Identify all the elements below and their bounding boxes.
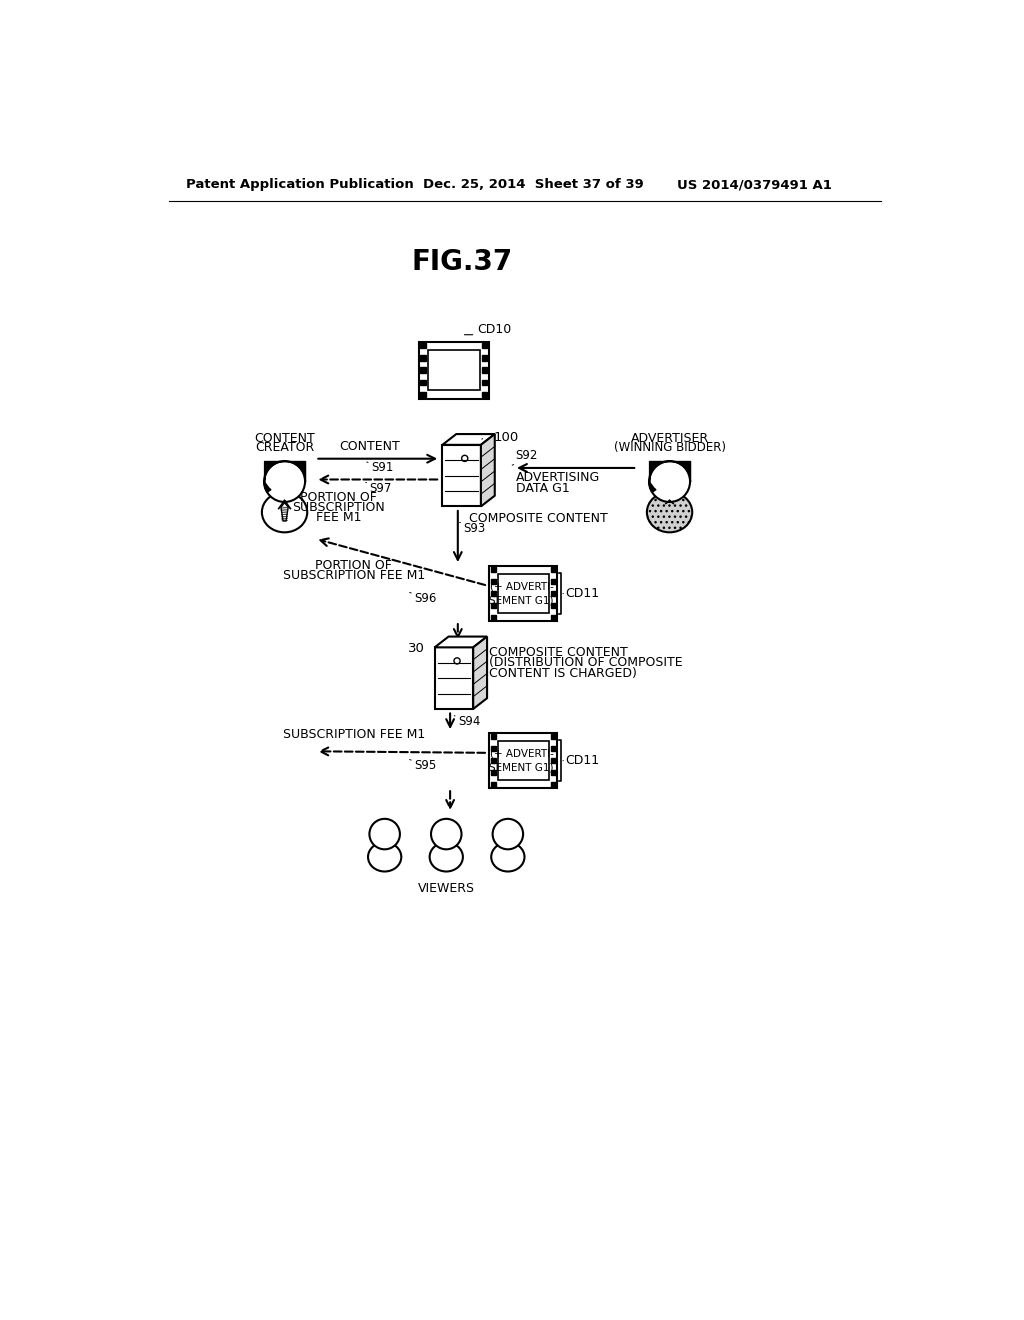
Polygon shape	[264, 482, 270, 492]
Bar	[421, 367, 426, 372]
Bar	[489, 733, 557, 788]
Bar	[490, 578, 496, 585]
Bar	[551, 734, 556, 739]
Bar	[490, 566, 496, 573]
Polygon shape	[442, 434, 495, 445]
Bar	[490, 591, 496, 597]
Text: ADVERTISING: ADVERTISING	[515, 471, 600, 484]
Text: DATA G1: DATA G1	[515, 482, 569, 495]
Bar	[490, 615, 496, 620]
Text: S96: S96	[414, 591, 436, 605]
Polygon shape	[481, 434, 495, 507]
Bar	[551, 746, 556, 751]
Text: (DISTRIBUTION OF COMPOSITE: (DISTRIBUTION OF COMPOSITE	[488, 656, 682, 669]
Text: 100: 100	[494, 430, 519, 444]
Text: PORTION OF: PORTION OF	[300, 491, 377, 504]
Bar	[442, 445, 481, 507]
Text: CONTENT IS CHARGED): CONTENT IS CHARGED)	[488, 667, 637, 680]
Bar	[551, 603, 556, 609]
Polygon shape	[649, 482, 655, 492]
Bar	[490, 734, 496, 739]
Text: CREATOR: CREATOR	[255, 441, 314, 454]
Text: CD10: CD10	[477, 323, 511, 337]
Text: CONTENT: CONTENT	[339, 440, 399, 453]
Bar	[490, 603, 496, 609]
Ellipse shape	[430, 842, 463, 871]
Bar	[489, 566, 557, 622]
Text: CONTENT: CONTENT	[254, 432, 315, 445]
Text: COMPOSITE CONTENT: COMPOSITE CONTENT	[488, 645, 628, 659]
Text: S92: S92	[515, 449, 538, 462]
Bar	[421, 343, 426, 348]
Bar	[482, 380, 487, 385]
Text: Dec. 25, 2014  Sheet 37 of 39: Dec. 25, 2014 Sheet 37 of 39	[423, 178, 644, 191]
Bar	[490, 746, 496, 751]
Bar	[421, 355, 426, 360]
Circle shape	[493, 818, 523, 849]
Text: VIEWERS: VIEWERS	[418, 882, 475, 895]
Circle shape	[370, 818, 400, 849]
Text: FEE M1: FEE M1	[315, 511, 361, 524]
Text: CD11: CD11	[565, 754, 599, 767]
Ellipse shape	[262, 492, 307, 532]
Polygon shape	[435, 636, 487, 647]
Text: S95: S95	[414, 759, 436, 772]
Text: FIG.37: FIG.37	[411, 248, 512, 276]
Ellipse shape	[492, 842, 524, 871]
Bar	[421, 380, 426, 385]
Bar	[482, 392, 487, 397]
Bar	[482, 367, 487, 372]
Bar	[428, 350, 480, 391]
Text: CD11: CD11	[565, 587, 599, 601]
Text: (+ ADVERTI-: (+ ADVERTI-	[489, 582, 554, 591]
Circle shape	[649, 461, 690, 502]
Bar	[482, 343, 487, 348]
Polygon shape	[281, 503, 288, 521]
Polygon shape	[473, 636, 487, 709]
Ellipse shape	[647, 492, 692, 532]
Text: S97: S97	[370, 482, 391, 495]
Bar	[551, 578, 556, 585]
Bar	[490, 781, 496, 787]
Bar	[419, 342, 488, 399]
Text: SUBSCRIPTION FEE M1: SUBSCRIPTION FEE M1	[283, 569, 425, 582]
Text: Patent Application Publication: Patent Application Publication	[186, 178, 414, 191]
Bar	[435, 647, 473, 709]
Text: US 2014/0379491 A1: US 2014/0379491 A1	[677, 178, 833, 191]
Bar	[482, 355, 487, 360]
Bar	[551, 770, 556, 775]
Text: SEMENT G1): SEMENT G1)	[489, 595, 554, 606]
Circle shape	[264, 461, 305, 502]
Bar	[490, 758, 496, 763]
Text: S93: S93	[463, 521, 485, 535]
Bar	[551, 591, 556, 597]
Ellipse shape	[368, 842, 401, 871]
Text: PORTION OF: PORTION OF	[315, 558, 392, 572]
Text: 30: 30	[408, 643, 425, 656]
Text: COMPOSITE CONTENT: COMPOSITE CONTENT	[469, 512, 608, 525]
Circle shape	[431, 818, 462, 849]
Text: S94: S94	[458, 715, 480, 729]
Bar	[551, 566, 556, 573]
Text: ADVERTISER: ADVERTISER	[631, 432, 709, 445]
Text: SUBSCRIPTION FEE M1: SUBSCRIPTION FEE M1	[283, 729, 425, 742]
Bar	[421, 392, 426, 397]
Text: SUBSCRIPTION: SUBSCRIPTION	[292, 502, 385, 513]
Bar	[551, 781, 556, 787]
Text: (WINNING BIDDER): (WINNING BIDDER)	[613, 441, 726, 454]
Bar	[490, 770, 496, 775]
Bar	[551, 758, 556, 763]
Text: S91: S91	[371, 461, 393, 474]
Text: (+ ADVERTI-: (+ ADVERTI-	[489, 748, 554, 759]
Text: SEMENT G1): SEMENT G1)	[489, 763, 554, 772]
Bar	[498, 742, 549, 780]
Bar	[551, 615, 556, 620]
Bar	[498, 574, 549, 612]
